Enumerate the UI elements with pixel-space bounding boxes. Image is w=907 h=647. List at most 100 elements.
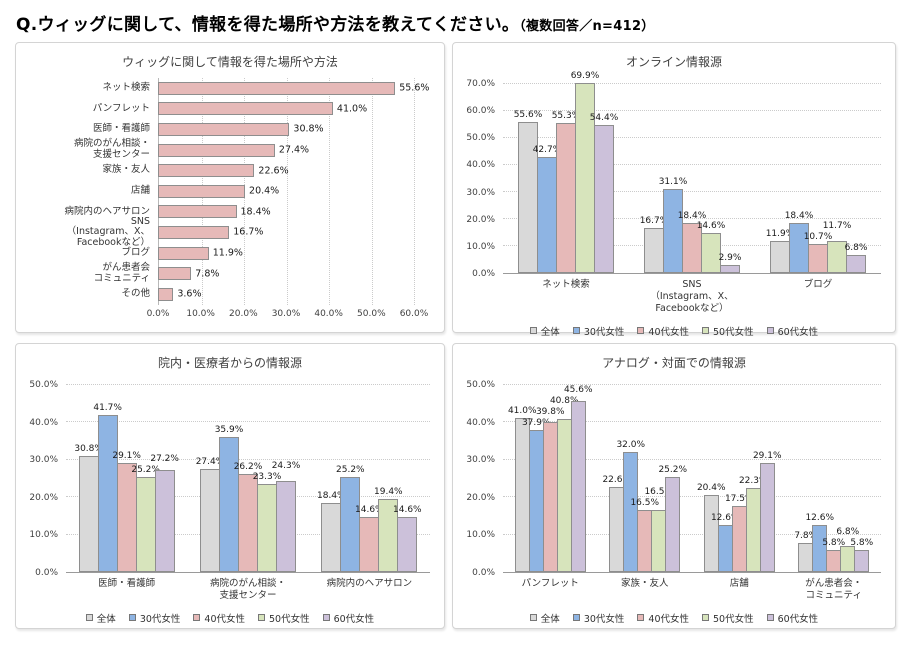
- category-label: 病院内のヘアサロン: [326, 578, 413, 589]
- legend-item: 30代女性: [572, 611, 625, 625]
- bar-track: 20.4%: [158, 184, 414, 198]
- panel-analog-sources: アナログ・対面での情報源 0.0% 10.0% 20.0% 30.0% 40.0% 50.…: [452, 343, 896, 629]
- bar-value-label: 30.8%: [74, 444, 103, 455]
- bar: 69.9%: [571, 71, 599, 273]
- bar-value-label: 18.4%: [784, 211, 814, 222]
- bar: 40.8%: [550, 396, 579, 572]
- gridline: [503, 496, 881, 498]
- bar-value-label: 5.8%: [822, 538, 846, 549]
- axis-tick-label: 30.0%: [466, 455, 495, 466]
- bar: 31.1%: [659, 177, 687, 273]
- bar: 6.8%: [845, 243, 867, 273]
- gridline: [503, 164, 881, 165]
- bar-value-label: 18.4%: [240, 206, 271, 218]
- bar: 37.9%: [522, 418, 551, 572]
- bar: 14.6%: [697, 221, 725, 273]
- bar: [158, 184, 246, 198]
- axis-tick-label: 30.0%: [29, 455, 58, 466]
- bar-row: 医師・看護師 30.8%: [24, 119, 436, 140]
- category-label: SNS （Instagram、X、Facebookなど）: [66, 215, 150, 248]
- panel-overall-sources: ウィッグに関して情報を得た場所や方法 ネット検索 55.6% パンフレット 41.0%…: [15, 42, 445, 333]
- bar-value-label: 7.8%: [794, 530, 818, 541]
- legend-item: 60代女性: [766, 324, 818, 338]
- bar-track: 27.4%: [158, 143, 414, 157]
- bar-value-label: 55.6%: [513, 110, 543, 121]
- bar-value-label: 16.5%: [630, 498, 660, 508]
- bar-row: 家族・友人 22.6%: [24, 160, 436, 181]
- bar-value-label: 32.0%: [616, 439, 646, 450]
- legend-marker: [258, 614, 265, 622]
- chart-analog-sources: 0.0% 10.0% 20.0% 30.0% 40.0% 50.0% 41.0% 37.9% 3…: [461, 380, 887, 625]
- bar: 22.3%: [739, 476, 768, 572]
- chart-title: アナログ・対面での情報源: [602, 356, 746, 370]
- legend-item: 40代女性: [193, 611, 245, 625]
- chart-title: 院内・医療者からの情報源: [157, 356, 302, 370]
- bar-track: 11.9%: [158, 246, 414, 260]
- bar-row: SNS （Instagram、X、Facebookなど） 16.7%: [24, 216, 436, 248]
- bar: 7.8%: [794, 531, 817, 572]
- bar-value-label: 41.0%: [507, 405, 537, 416]
- category-label: ネット検索: [542, 279, 590, 290]
- axis-tick-label: 40.0%: [29, 417, 58, 428]
- bar-value-label: 29.1%: [112, 450, 141, 461]
- x-axis: 0.0% 10.0% 20.0% 30.0% 40.0% 50.0% 60.0%: [147, 309, 429, 323]
- bar-track: 55.6%: [158, 81, 429, 95]
- x-axis-labels: 医師・看護師 病院のがん相談・ 支援センター 病院内のヘアサロン: [24, 578, 430, 602]
- category-label: がん患者会・ コミュニティ: [805, 578, 863, 601]
- bar: 25.2%: [658, 465, 687, 572]
- bar-value-label: 39.8%: [535, 406, 565, 417]
- bar-value-label: 35.9%: [214, 425, 244, 435]
- legend-label: 50代女性: [713, 613, 754, 625]
- bar: 54.4%: [590, 113, 618, 273]
- bar: [158, 246, 209, 260]
- bar-group: 11.9% 18.4% 10.7% 11.7% 6.8%: [755, 84, 881, 273]
- bar-group: 18.4% 25.2% 14.6% 19.4% 14.6%: [309, 385, 430, 572]
- legend-item: 40代女性: [637, 324, 689, 338]
- bar: 14.6%: [393, 505, 422, 572]
- bar-value-label: 40.8%: [549, 395, 579, 406]
- legend-label: 40代女性: [648, 613, 689, 625]
- legend-label: 30代女性: [583, 613, 625, 625]
- bar-group: 16.7% 31.1% 18.4% 14.6% 2.9%: [629, 84, 755, 273]
- bar-track: 22.6%: [158, 164, 414, 178]
- bar-value-label: 55.3%: [551, 110, 581, 121]
- bar: 16.5%: [630, 498, 659, 572]
- bar: 6.8%: [836, 527, 859, 572]
- bar-row: 病院内のヘアサロン 18.4%: [24, 202, 436, 223]
- y-axis: 0.0% 10.0% 20.0% 30.0% 40.0% 50.0%: [24, 380, 66, 578]
- page-title: Q.ウィッグに関して、情報を得た場所や方法を教えてください。（複数回答／n=41…: [16, 10, 893, 35]
- bar-value-label: 26.2%: [233, 461, 263, 472]
- bar: 18.4%: [785, 211, 813, 273]
- page-title-main: Q.ウィッグに関して、情報を得た場所や方法を教えてください。: [16, 15, 520, 35]
- gridline: [286, 78, 288, 305]
- bar: [158, 164, 255, 178]
- plot-area: 30.8% 41.7% 29.1% 25.2% 27.2% 27.4% 35.9% 26.2%…: [66, 384, 430, 573]
- legend-item: 50代女性: [258, 611, 310, 625]
- bar-value-label: 18.4%: [317, 490, 346, 501]
- bar: 22.6%: [602, 475, 631, 572]
- axis-tick-label: 50.0%: [466, 133, 495, 144]
- legend-label: 50代女性: [713, 326, 754, 338]
- gridline: [371, 78, 373, 305]
- legend-label: 40代女性: [648, 326, 689, 338]
- bar: 11.9%: [766, 229, 794, 273]
- category-label: SNS （Instagram、X、Facebookなど）: [650, 279, 734, 314]
- bar: 5.8%: [822, 538, 845, 572]
- bar-value-label: 25.2%: [658, 465, 688, 476]
- category-label: がん患者会 コミュニティ: [93, 262, 150, 284]
- legend-item: 60代女性: [766, 611, 818, 625]
- axis-tick-label: 50.0%: [29, 380, 58, 390]
- axis-tick-label: 0.0%: [472, 269, 495, 279]
- plot-area: 55.6% 42.7% 55.3% 69.9% 54.4% 16.7% 31.1% 18.4%…: [503, 71, 881, 274]
- bar: 25.2%: [131, 465, 160, 572]
- bar: 12.6%: [805, 513, 834, 572]
- bar-value-label: 10.7%: [803, 232, 833, 242]
- page-title-note: （複数回答／n=412）: [519, 19, 655, 34]
- legend-item: 50代女性: [702, 611, 754, 625]
- bar-value-label: 22.3%: [738, 476, 768, 487]
- axis-tick-label: 60.0%: [466, 106, 495, 117]
- panel-hospital-sources: 院内・医療者からの情報源 0.0% 10.0% 20.0% 30.0% 40.0% 50.…: [15, 343, 445, 629]
- bar-value-label: 25.2%: [131, 465, 160, 476]
- legend-item: 全体: [529, 611, 560, 625]
- gridline: [503, 83, 881, 84]
